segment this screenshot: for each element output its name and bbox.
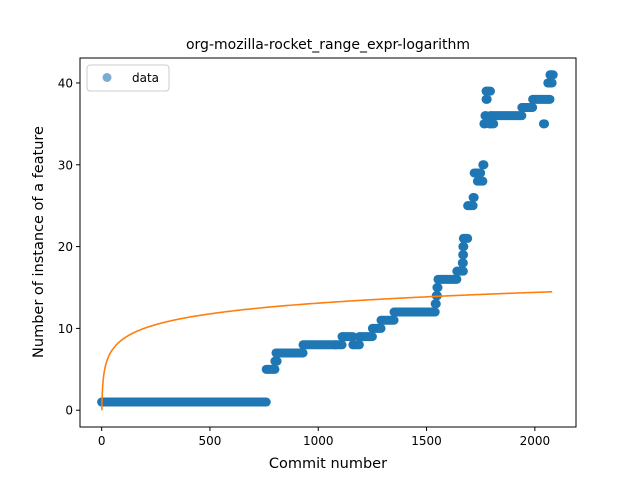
data-point	[270, 356, 280, 366]
legend: data	[86, 64, 170, 92]
x-tick-label: 500	[199, 434, 222, 448]
data-point	[348, 340, 358, 350]
data-point	[452, 266, 462, 276]
data-point	[468, 193, 478, 202]
y-tick-label: 40	[58, 76, 73, 90]
data-point	[367, 323, 377, 333]
x-tick-label: 2000	[520, 434, 551, 448]
y-tick-label: 10	[58, 322, 73, 336]
data-point	[458, 242, 468, 252]
data-point	[481, 86, 491, 96]
data-point	[478, 160, 488, 170]
data-point	[469, 168, 479, 178]
data-point	[331, 340, 341, 350]
x-axis-label: Commit number	[269, 456, 387, 472]
y-tick-label: 30	[58, 158, 73, 172]
data-point	[298, 340, 308, 350]
data-point	[337, 332, 347, 342]
data-point	[528, 94, 538, 104]
axes-frame	[79, 57, 577, 428]
x-tick-label: 1000	[303, 434, 334, 448]
data-point	[271, 348, 281, 358]
data-point	[389, 307, 399, 317]
data-point	[485, 111, 495, 121]
data-point	[458, 250, 468, 260]
data-point	[484, 119, 494, 129]
data-point	[354, 332, 364, 342]
data-point	[458, 233, 468, 243]
y-axis-label: Number of instance of a feature	[31, 126, 47, 358]
x-axis-ticks: 0 500 1000 1500 2000	[98, 427, 550, 448]
data-point	[543, 78, 553, 88]
legend-box	[86, 64, 170, 92]
y-tick-label: 20	[58, 240, 73, 254]
x-tick-label: 0	[98, 434, 106, 448]
data-point	[430, 299, 440, 309]
data-point	[539, 119, 549, 129]
y-axis-ticks: 0 10 20 30 40	[58, 76, 80, 418]
data-point	[432, 283, 442, 292]
data-point	[433, 274, 443, 284]
x-tick-label: 1500	[411, 434, 442, 448]
fit-line	[101, 290, 553, 411]
legend-label-data: data	[132, 71, 159, 85]
data-point	[457, 258, 467, 268]
data-point	[517, 103, 527, 112]
data-point	[545, 70, 555, 80]
legend-marker-data	[102, 73, 112, 82]
data-point	[376, 315, 386, 325]
data-point	[261, 364, 271, 374]
y-tick-label: 0	[65, 404, 73, 418]
plot-area	[79, 57, 577, 428]
chart-title: org-mozilla-rocket_range_expr-logarithm	[186, 37, 470, 53]
data-point	[481, 94, 491, 104]
data-point	[472, 176, 482, 186]
data-point	[463, 201, 473, 211]
